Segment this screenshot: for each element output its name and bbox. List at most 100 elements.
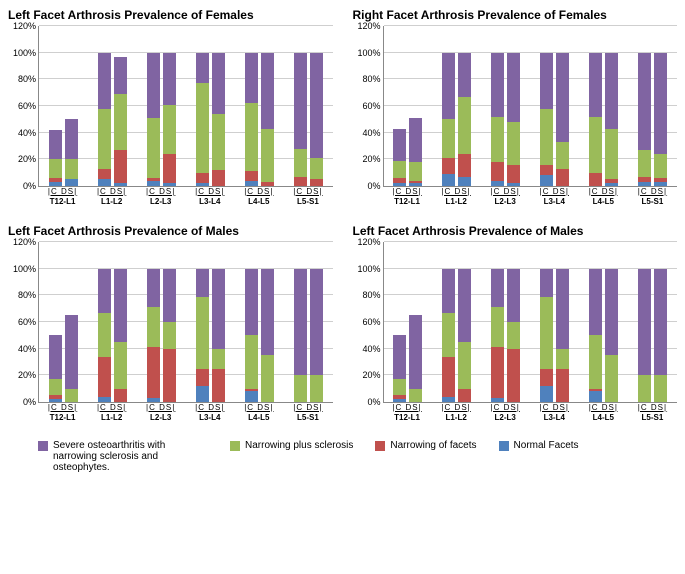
x-group-label: |C DS|L5-S1 bbox=[283, 403, 332, 422]
bar-segment bbox=[294, 149, 307, 177]
bar-segment bbox=[589, 391, 602, 402]
bar-group bbox=[432, 242, 481, 402]
bar-group bbox=[628, 26, 677, 186]
x-axis: |C DS|T12-L1|C DS|L1-L2|C DS|L2-L3|C DS|… bbox=[38, 187, 333, 206]
y-tick-label: 40% bbox=[362, 128, 380, 138]
bar-segment bbox=[638, 375, 651, 402]
x-group-label: |C DS|L2-L3 bbox=[136, 187, 185, 206]
x-group-label: |C DS|L3-L4 bbox=[530, 187, 579, 206]
legend-label: Narrowing of facets bbox=[390, 440, 476, 451]
bar-segment bbox=[507, 122, 520, 165]
stacked-bar bbox=[556, 269, 569, 402]
bar-segment bbox=[605, 53, 618, 129]
bar-segment bbox=[98, 169, 111, 180]
bar-segment bbox=[65, 315, 78, 388]
stacked-bar bbox=[261, 53, 274, 186]
stacked-bar bbox=[442, 53, 455, 186]
bar-group bbox=[137, 242, 186, 402]
bar-group bbox=[579, 242, 628, 402]
bar-segment bbox=[310, 158, 323, 179]
y-tick-label: 60% bbox=[362, 101, 380, 111]
bar-segment bbox=[163, 349, 176, 402]
bar-group bbox=[137, 26, 186, 186]
bar-segment bbox=[310, 53, 323, 158]
bar-segment bbox=[163, 105, 176, 154]
stacked-bar bbox=[49, 130, 62, 186]
bar-group bbox=[235, 242, 284, 402]
chart-panel: Left Facet Arthrosis Prevalence of Males… bbox=[353, 224, 678, 422]
stacked-bar bbox=[409, 118, 422, 186]
legend-swatch bbox=[499, 441, 509, 451]
bar-segment bbox=[540, 269, 553, 297]
stacked-bar bbox=[196, 53, 209, 186]
stacked-bar bbox=[442, 269, 455, 402]
bar-segment bbox=[114, 183, 127, 186]
bar-segment bbox=[49, 130, 62, 159]
y-axis: 0%20%40%60%80%100%120% bbox=[353, 242, 383, 402]
bar-segment bbox=[147, 181, 160, 186]
x-axis: |C DS|T12-L1|C DS|L1-L2|C DS|L2-L3|C DS|… bbox=[383, 403, 678, 422]
x-group-label: |C DS|L3-L4 bbox=[530, 403, 579, 422]
bar-segment bbox=[589, 173, 602, 186]
bar-segment bbox=[442, 357, 455, 397]
bar-segment bbox=[261, 53, 274, 129]
y-tick-label: 100% bbox=[13, 264, 36, 274]
y-tick-label: 80% bbox=[18, 290, 36, 300]
stacked-bar bbox=[589, 269, 602, 402]
x-axis: |C DS|T12-L1|C DS|L1-L2|C DS|L2-L3|C DS|… bbox=[38, 403, 333, 422]
x-group-label: |C DS|T12-L1 bbox=[383, 403, 432, 422]
bar-segment bbox=[196, 369, 209, 386]
stacked-bar bbox=[163, 269, 176, 402]
plot-area bbox=[38, 242, 333, 403]
bar-group bbox=[235, 26, 284, 186]
stacked-bar bbox=[114, 269, 127, 402]
bar-segment bbox=[65, 119, 78, 159]
bar-segment bbox=[49, 182, 62, 186]
legend: Severe osteoarthritis with narrowing scl… bbox=[38, 440, 677, 473]
bar-segment bbox=[114, 94, 127, 150]
bar-segment bbox=[196, 83, 209, 172]
bar-segment bbox=[458, 177, 471, 186]
stacked-bar bbox=[589, 53, 602, 186]
bar-segment bbox=[163, 53, 176, 105]
bar-segment bbox=[261, 355, 274, 402]
bar-segment bbox=[540, 175, 553, 186]
stacked-bar bbox=[540, 53, 553, 186]
bar-segment bbox=[491, 117, 504, 162]
stacked-bar bbox=[556, 53, 569, 186]
bar-segment bbox=[310, 269, 323, 376]
bar-segment bbox=[556, 349, 569, 369]
stacked-bar bbox=[605, 269, 618, 402]
stacked-bar bbox=[654, 53, 667, 186]
y-tick-label: 120% bbox=[13, 21, 36, 31]
y-tick-label: 0% bbox=[367, 181, 380, 191]
bar-segment bbox=[245, 269, 258, 336]
bar-segment bbox=[409, 118, 422, 162]
legend-label: Narrowing plus sclerosis bbox=[245, 440, 353, 451]
bar-segment bbox=[163, 322, 176, 349]
stacked-bar bbox=[491, 53, 504, 186]
y-tick-label: 0% bbox=[23, 181, 36, 191]
bar-segment bbox=[458, 53, 471, 97]
bar-segment bbox=[212, 114, 225, 170]
bar-segment bbox=[98, 109, 111, 169]
stacked-bar bbox=[540, 269, 553, 402]
bar-segment bbox=[114, 342, 127, 389]
bar-segment bbox=[540, 165, 553, 176]
legend-item: Normal Facets bbox=[499, 440, 579, 451]
bar-segment bbox=[507, 53, 520, 122]
bar-segment bbox=[458, 269, 471, 342]
bar-segment bbox=[507, 183, 520, 186]
y-tick-label: 120% bbox=[13, 237, 36, 247]
legend-item: Narrowing plus sclerosis bbox=[230, 440, 353, 451]
y-tick-label: 120% bbox=[357, 21, 380, 31]
y-tick-label: 80% bbox=[362, 74, 380, 84]
bar-segment bbox=[98, 53, 111, 109]
bar-segment bbox=[163, 269, 176, 322]
bar-segment bbox=[589, 53, 602, 117]
bar-group bbox=[186, 242, 235, 402]
bar-group bbox=[432, 26, 481, 186]
bar-segment bbox=[98, 397, 111, 402]
y-tick-label: 0% bbox=[23, 397, 36, 407]
bar-segment bbox=[654, 182, 667, 186]
